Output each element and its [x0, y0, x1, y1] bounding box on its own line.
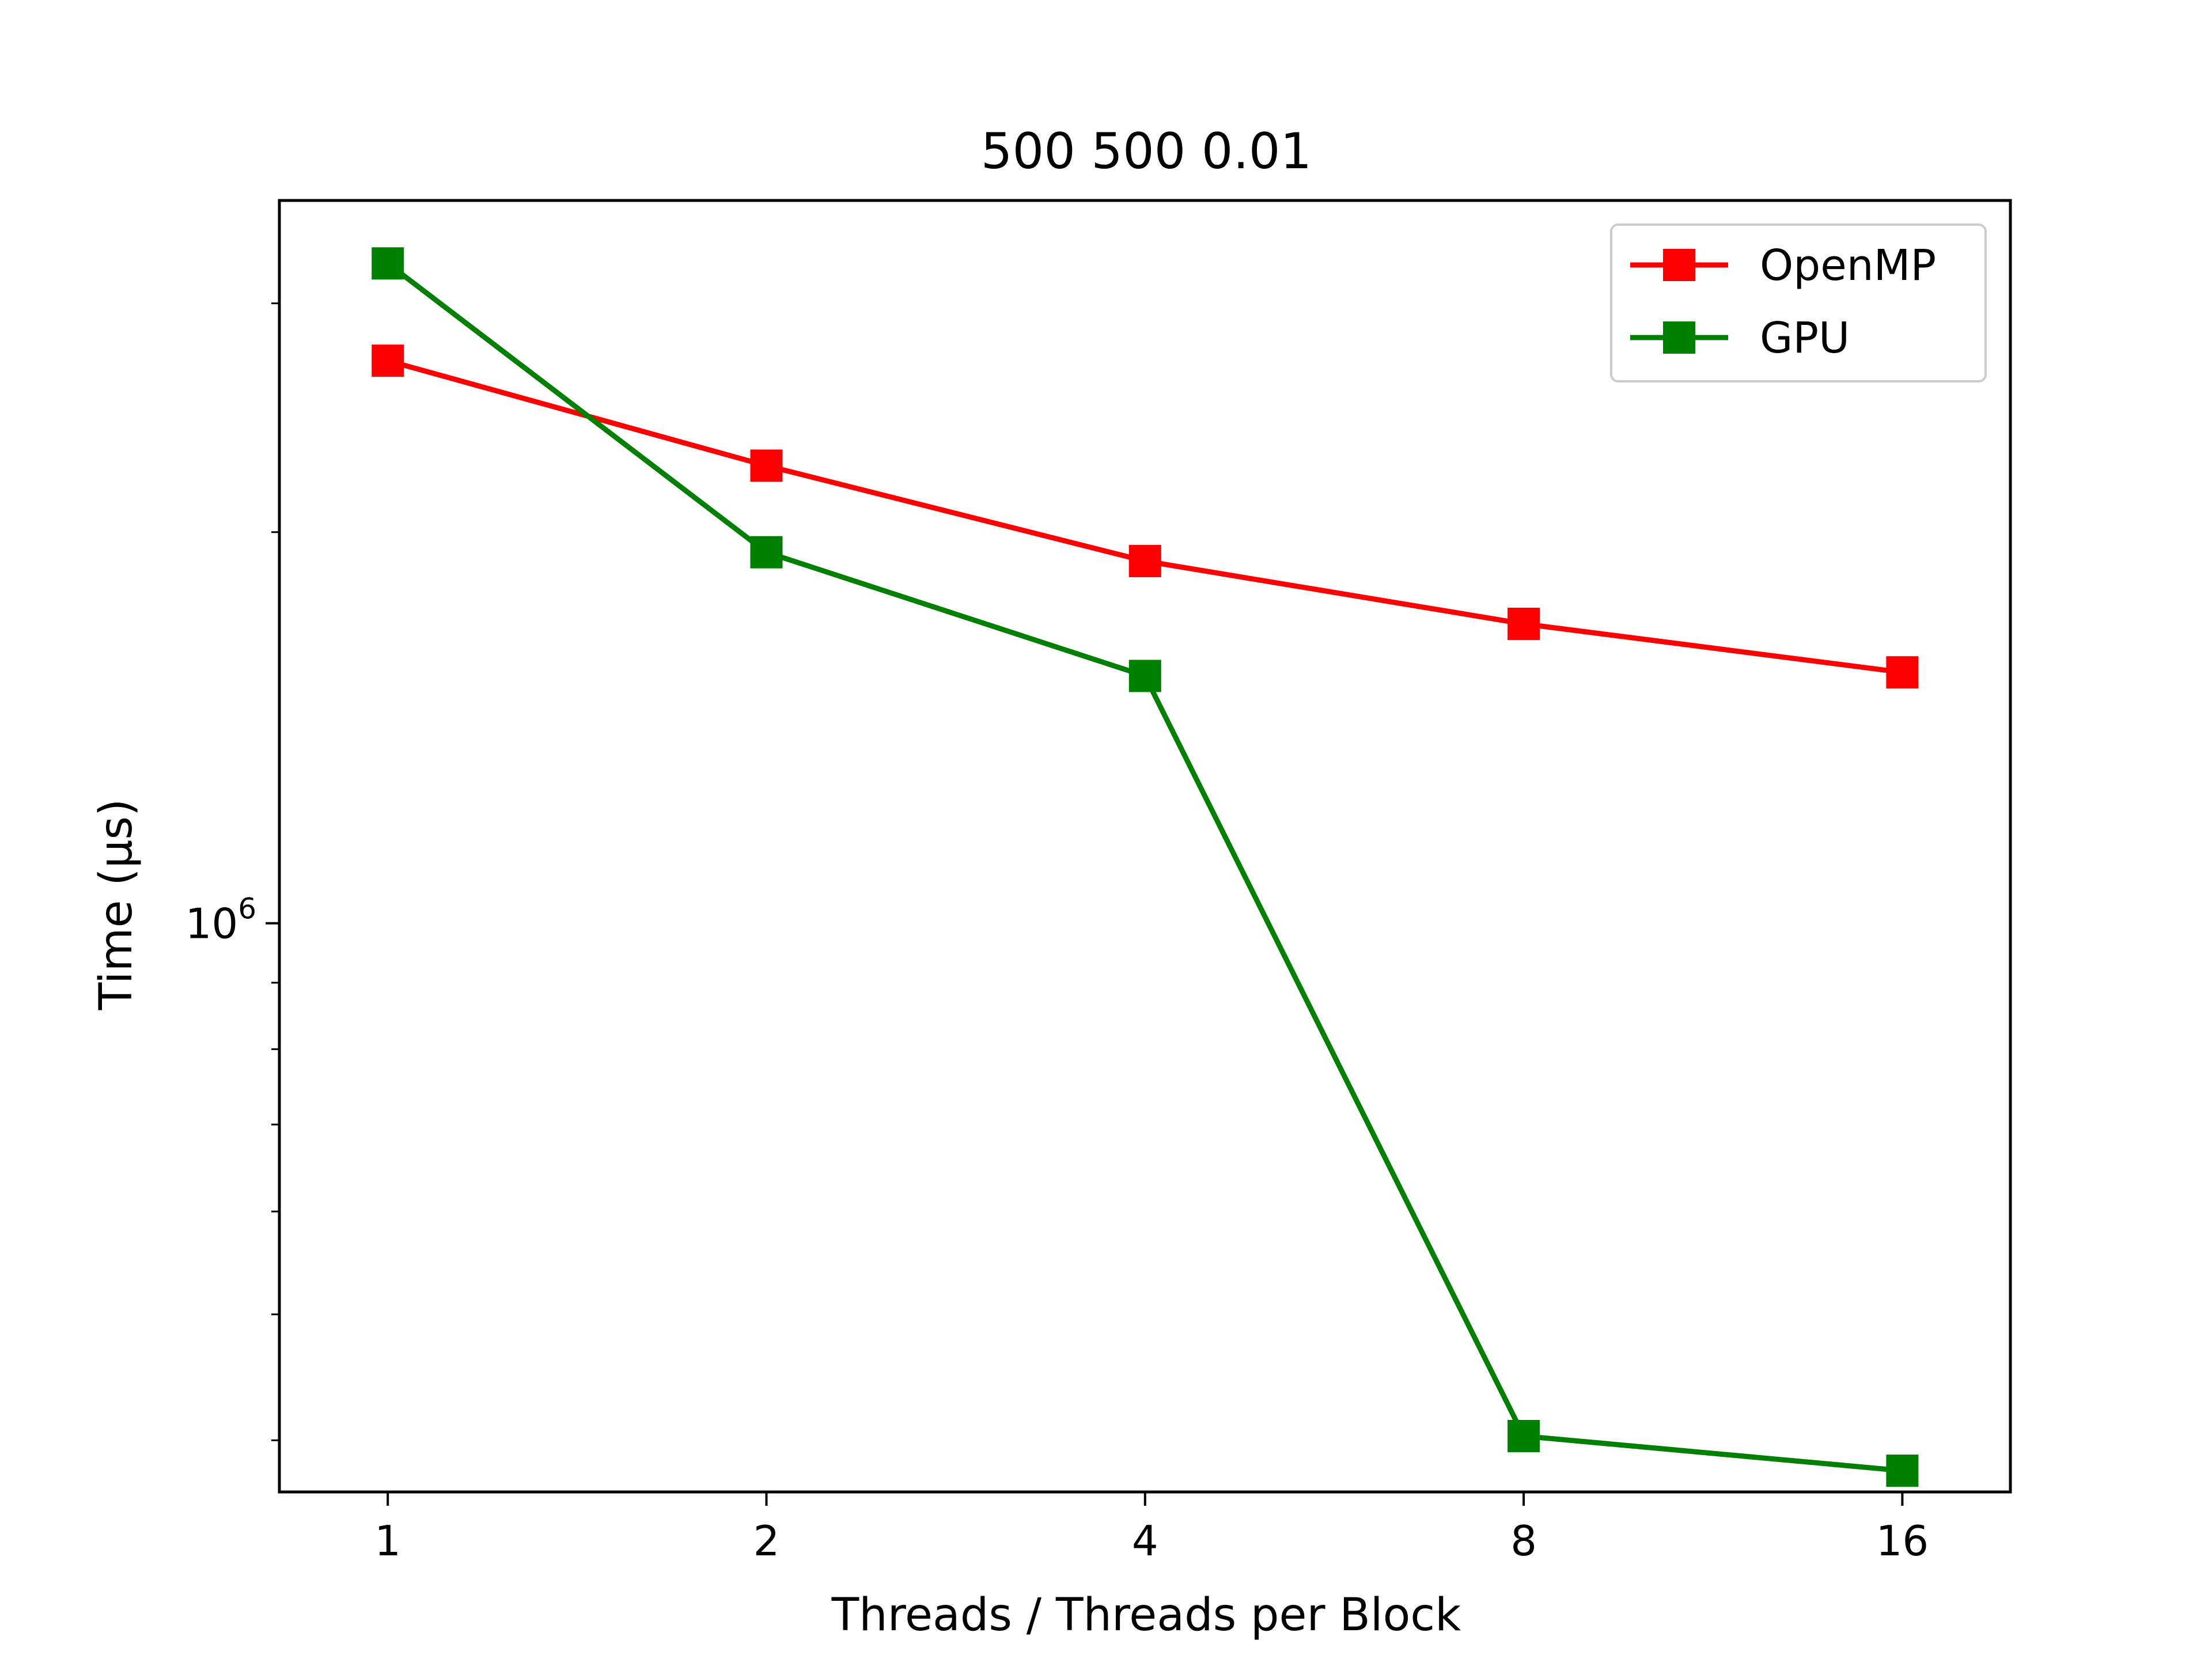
axis-ticks: 1 2 4 8 16 106 — [185, 302, 1929, 1565]
data-point-gpu — [372, 247, 404, 280]
legend-label-gpu: GPU — [1760, 313, 1850, 363]
x-tick-label: 1 — [374, 1517, 401, 1565]
x-tick-label: 2 — [753, 1517, 780, 1565]
x-tick-label: 16 — [1876, 1517, 1929, 1565]
data-point-openmp — [1508, 607, 1540, 640]
data-point-openmp — [372, 344, 404, 377]
data-point-openmp — [1886, 656, 1919, 689]
data-point-gpu — [1886, 1455, 1919, 1487]
data-point-openmp — [750, 449, 783, 482]
chart-title: 500 500 0.01 — [981, 123, 1312, 180]
plot-area — [278, 199, 2012, 1494]
data-point-gpu — [750, 536, 783, 569]
legend-label-openmp: OpenMP — [1760, 241, 1936, 290]
legend-marker-gpu — [1663, 321, 1695, 354]
y-axis-label: Time (µs) — [90, 799, 142, 1011]
data-point-gpu — [1128, 660, 1161, 692]
y-tick-label-base: 10 — [185, 900, 238, 948]
legend-marker-openmp — [1663, 249, 1695, 281]
x-tick-label: 8 — [1510, 1517, 1537, 1565]
x-axis-label: Threads / Threads per Block — [831, 1589, 1461, 1641]
y-tick-label: 106 — [185, 892, 256, 948]
y-tick-label-exponent: 6 — [238, 892, 256, 926]
data-point-openmp — [1128, 545, 1161, 578]
x-tick-label: 4 — [1132, 1517, 1158, 1565]
data-point-gpu — [1508, 1419, 1540, 1452]
legend: OpenMP GPU — [1610, 224, 1987, 382]
